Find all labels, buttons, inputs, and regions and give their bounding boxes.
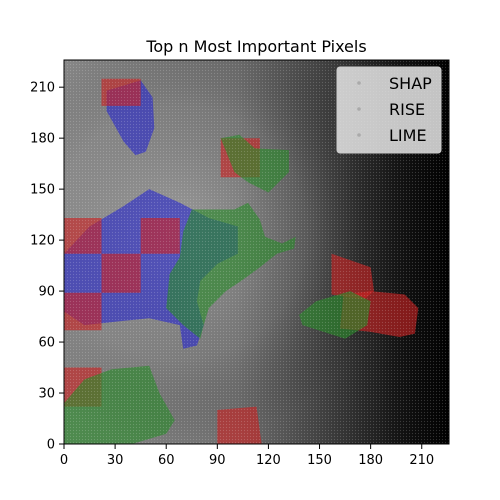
- legend-item-rise: RISE: [357, 100, 425, 119]
- x-tick-label: 210: [409, 453, 434, 468]
- y-axis: 0 30 60 90 120 150 180 210: [30, 81, 64, 453]
- legend: SHAP RISE LIME: [336, 66, 442, 154]
- y-tick-label: 60: [38, 336, 55, 351]
- x-axis: 0 30 60 90 120 150 180 210: [60, 444, 434, 468]
- x-tick-label: 0: [60, 453, 68, 468]
- x-tick-label: 60: [158, 453, 175, 468]
- x-tick-label: 120: [256, 453, 281, 468]
- y-tick-label: 180: [30, 132, 55, 147]
- y-tick-label: 120: [30, 234, 55, 249]
- legend-marker: [357, 107, 361, 111]
- plot-frame: [63, 59, 450, 445]
- legend-label: SHAP: [389, 74, 432, 93]
- legend-item-shap: SHAP: [357, 74, 432, 93]
- legend-box: [336, 66, 442, 154]
- legend-label: RISE: [389, 100, 425, 119]
- legend-item-lime: LIME: [357, 126, 427, 145]
- y-tick-label: 150: [30, 183, 55, 198]
- y-tick-label: 90: [38, 285, 55, 300]
- y-tick-label: 210: [30, 81, 55, 96]
- x-tick-label: 180: [358, 453, 383, 468]
- y-tick-label: 0: [47, 438, 55, 453]
- x-tick-label: 150: [307, 453, 332, 468]
- legend-label: LIME: [389, 126, 427, 145]
- y-tick-label: 30: [38, 387, 55, 402]
- legend-marker: [357, 133, 361, 137]
- x-tick-label: 30: [107, 453, 124, 468]
- legend-marker: [357, 81, 361, 85]
- chart-title: Top n Most Important Pixels: [145, 37, 366, 56]
- x-tick-label: 90: [209, 453, 226, 468]
